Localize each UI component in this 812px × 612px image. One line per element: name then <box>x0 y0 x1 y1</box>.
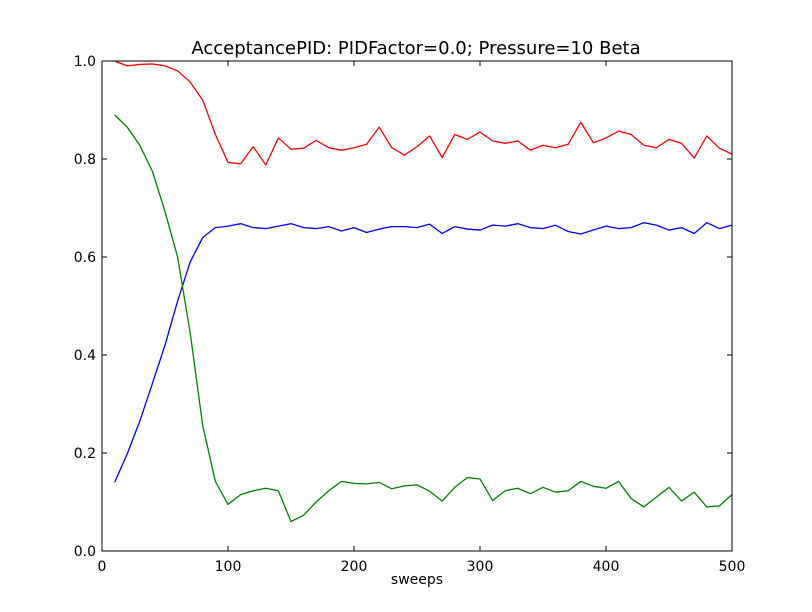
x-tick-label: 500 <box>719 559 746 575</box>
series-line-1 <box>114 222 733 483</box>
y-tick-label: 0.2 <box>74 446 96 462</box>
y-tick-label: 0.8 <box>74 152 96 168</box>
y-tick-label: 0.0 <box>74 544 96 560</box>
series-line-0 <box>114 60 733 166</box>
y-tick-label: 0.6 <box>74 250 96 266</box>
y-axis: 0.0 0.2 0.4 0.6 0.8 1.0 <box>74 54 732 560</box>
plot-frame <box>101 60 733 552</box>
y-tick-label: 1.0 <box>74 54 96 70</box>
x-tick-label: 300 <box>467 559 494 575</box>
x-axis-label: sweeps <box>391 572 443 588</box>
y-tick-label: 0.4 <box>74 348 96 364</box>
x-tick-label: 400 <box>593 559 620 575</box>
series-line-2 <box>114 114 733 523</box>
chart-title: AcceptancePID: PIDFactor=0.0; Pressure=1… <box>191 38 640 59</box>
plot-area <box>102 61 732 551</box>
x-tick-label: 100 <box>215 559 242 575</box>
x-tick-label: 200 <box>341 559 368 575</box>
x-axis: 0 100 200 300 400 500 <box>98 61 746 575</box>
series-layer <box>114 60 733 523</box>
x-tick-label: 0 <box>98 559 107 575</box>
